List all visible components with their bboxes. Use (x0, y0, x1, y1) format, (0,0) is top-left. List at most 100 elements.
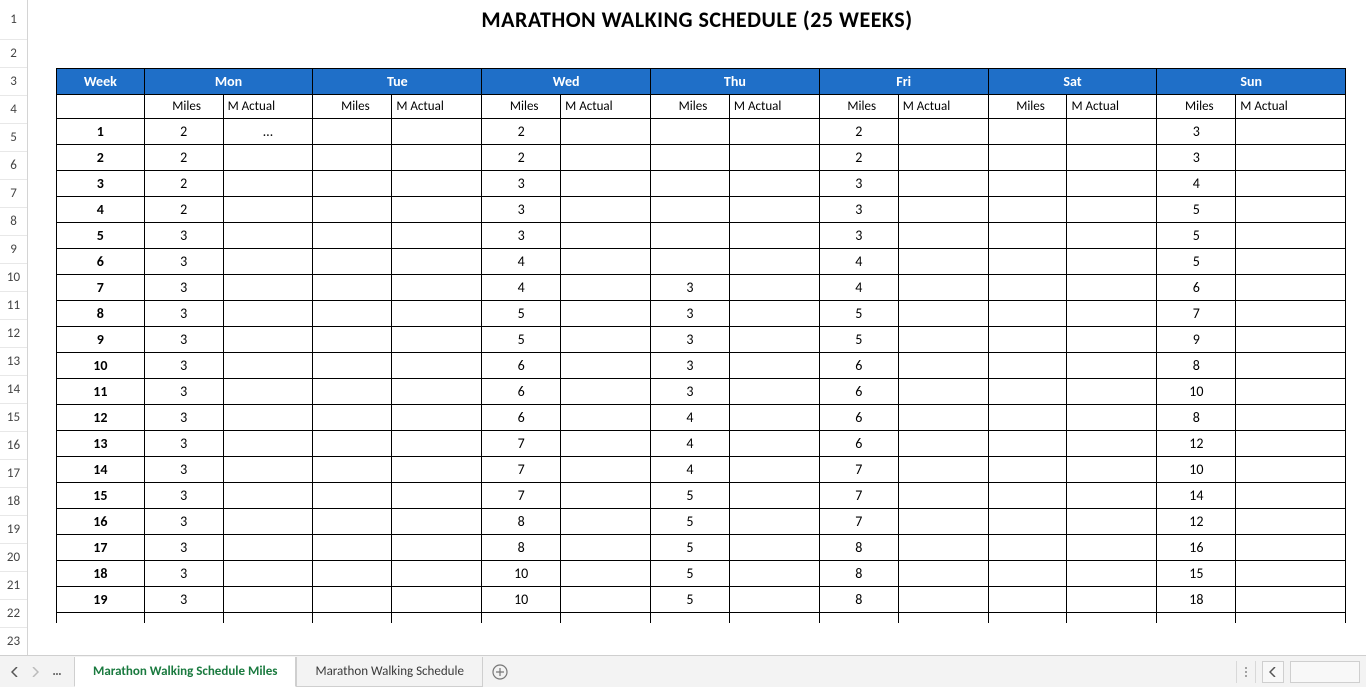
cell-tue-actual[interactable] (392, 301, 482, 327)
cell-fri-actual[interactable] (898, 509, 988, 535)
cell-fri-miles[interactable]: 6 (819, 405, 898, 431)
table-row[interactable]: 16385712 (57, 509, 1346, 535)
cell-mon-miles[interactable]: 2 (144, 171, 223, 197)
cell-tue-miles[interactable] (313, 483, 392, 509)
cell-sat-actual[interactable] (1067, 249, 1157, 275)
cell-sat-miles[interactable] (988, 431, 1067, 457)
hscroll-left-icon[interactable] (1262, 661, 1284, 683)
cell-mon-miles[interactable]: 3 (144, 535, 223, 561)
cell-wed-actual[interactable] (561, 353, 651, 379)
cell-tue-miles[interactable] (313, 171, 392, 197)
cell-wed-miles[interactable]: 7 (482, 431, 561, 457)
cell-thu-actual[interactable] (729, 275, 819, 301)
cell-wed-actual[interactable] (561, 301, 651, 327)
cell-wed-miles[interactable]: 6 (482, 353, 561, 379)
cell-thu-actual[interactable] (729, 327, 819, 353)
cell-tue-miles[interactable] (313, 509, 392, 535)
row-header[interactable]: 19 (0, 516, 27, 544)
table-row[interactable]: 1036368 (57, 353, 1346, 379)
tab-scroll-right-icon[interactable] (26, 661, 44, 683)
cell-fri-actual[interactable] (898, 275, 988, 301)
cell-thu-actual[interactable] (729, 561, 819, 587)
cell-wed-actual[interactable] (561, 197, 651, 223)
cell-thu-miles[interactable]: 3 (651, 301, 730, 327)
tab-splitter-handle[interactable] (1236, 661, 1256, 683)
cell-fri-actual[interactable] (898, 223, 988, 249)
col-week[interactable]: Week (57, 69, 145, 95)
cell-sun-actual[interactable] (1236, 249, 1346, 275)
cell-sun-miles[interactable]: 7 (1157, 301, 1236, 327)
cell-mon-miles[interactable]: 3 (144, 431, 223, 457)
cell-tue-actual[interactable] (392, 145, 482, 171)
cell-sun-actual[interactable] (1236, 561, 1346, 587)
cell-tue-miles[interactable] (313, 145, 392, 171)
new-sheet-button[interactable] (483, 656, 517, 687)
cell-wed-miles[interactable]: 4 (482, 249, 561, 275)
cell-wed-miles[interactable]: 10 (482, 561, 561, 587)
cell-mon-miles[interactable]: 3 (144, 509, 223, 535)
row-header[interactable]: 23 (0, 628, 27, 656)
cell-mon-miles[interactable]: 2 (144, 145, 223, 171)
cell-sun-actual[interactable] (1236, 171, 1346, 197)
cell-tue-actual[interactable] (392, 483, 482, 509)
row-header[interactable]: 13 (0, 348, 27, 376)
sheet-tab[interactable]: Marathon Walking Schedule (296, 657, 483, 687)
cell-sun-miles[interactable]: 8 (1157, 405, 1236, 431)
row-header[interactable]: 18 (0, 488, 27, 516)
cell-sat-actual[interactable] (1067, 275, 1157, 301)
cell-thu-miles[interactable]: 3 (651, 327, 730, 353)
col-tue[interactable]: Tue (313, 69, 482, 95)
cell-sat-actual[interactable] (1067, 379, 1157, 405)
cell-sun-actual[interactable] (1236, 483, 1346, 509)
cell-thu-miles[interactable]: 4 (651, 457, 730, 483)
cell-tue-miles[interactable] (313, 561, 392, 587)
cell-wed-miles[interactable]: 4 (482, 275, 561, 301)
cell-wed-miles[interactable]: 6 (482, 405, 561, 431)
cell-thu-actual[interactable] (729, 509, 819, 535)
cell-mon-actual[interactable] (223, 145, 313, 171)
cell-sun-actual[interactable] (1236, 509, 1346, 535)
cell-fri-actual[interactable] (898, 587, 988, 613)
table-row[interactable]: 22223 (57, 145, 1346, 171)
cell-tue-actual[interactable] (392, 561, 482, 587)
cell-wed-actual[interactable] (561, 561, 651, 587)
cell-sun-miles[interactable]: 3 (1157, 119, 1236, 145)
row-header[interactable]: 14 (0, 376, 27, 404)
cell-tue-actual[interactable] (392, 249, 482, 275)
cell-tue-miles[interactable] (313, 353, 392, 379)
cell-week[interactable]: 6 (57, 249, 145, 275)
cell-mon-actual[interactable] (223, 509, 313, 535)
cell-sat-actual[interactable] (1067, 119, 1157, 145)
cell-sat-miles[interactable] (988, 223, 1067, 249)
cell-fri-miles[interactable]: 5 (819, 301, 898, 327)
cell-mon-actual[interactable] (223, 197, 313, 223)
cell-mon-actual[interactable] (223, 275, 313, 301)
cell-thu-actual[interactable] (729, 171, 819, 197)
cell-week[interactable]: 8 (57, 301, 145, 327)
cell-thu-miles[interactable]: 5 (651, 561, 730, 587)
cell-sat-miles[interactable] (988, 587, 1067, 613)
cell-tue-miles[interactable] (313, 301, 392, 327)
cell-sun-actual[interactable] (1236, 275, 1346, 301)
cell-mon-actual[interactable] (223, 301, 313, 327)
cell-tue-miles[interactable] (313, 405, 392, 431)
cell-thu-miles[interactable] (651, 197, 730, 223)
cell-wed-actual[interactable] (561, 483, 651, 509)
cell-thu-actual[interactable] (729, 405, 819, 431)
cell-week[interactable]: 12 (57, 405, 145, 431)
cell-week[interactable]: 5 (57, 223, 145, 249)
cell-tue-actual[interactable] (392, 119, 482, 145)
cell-sat-actual[interactable] (1067, 587, 1157, 613)
cell-tue-actual[interactable] (392, 587, 482, 613)
table-row[interactable]: 193105818 (57, 587, 1346, 613)
cell-fri-actual[interactable] (898, 535, 988, 561)
cell-thu-actual[interactable] (729, 457, 819, 483)
cell-wed-miles[interactable]: 3 (482, 197, 561, 223)
cell-sun-miles[interactable]: 12 (1157, 431, 1236, 457)
cell-thu-actual[interactable] (729, 431, 819, 457)
row-header[interactable]: 4 (0, 96, 27, 124)
cell-thu-actual[interactable] (729, 249, 819, 275)
col-mon[interactable]: Mon (144, 69, 313, 95)
cell-wed-actual[interactable] (561, 119, 651, 145)
cell-week[interactable]: 11 (57, 379, 145, 405)
